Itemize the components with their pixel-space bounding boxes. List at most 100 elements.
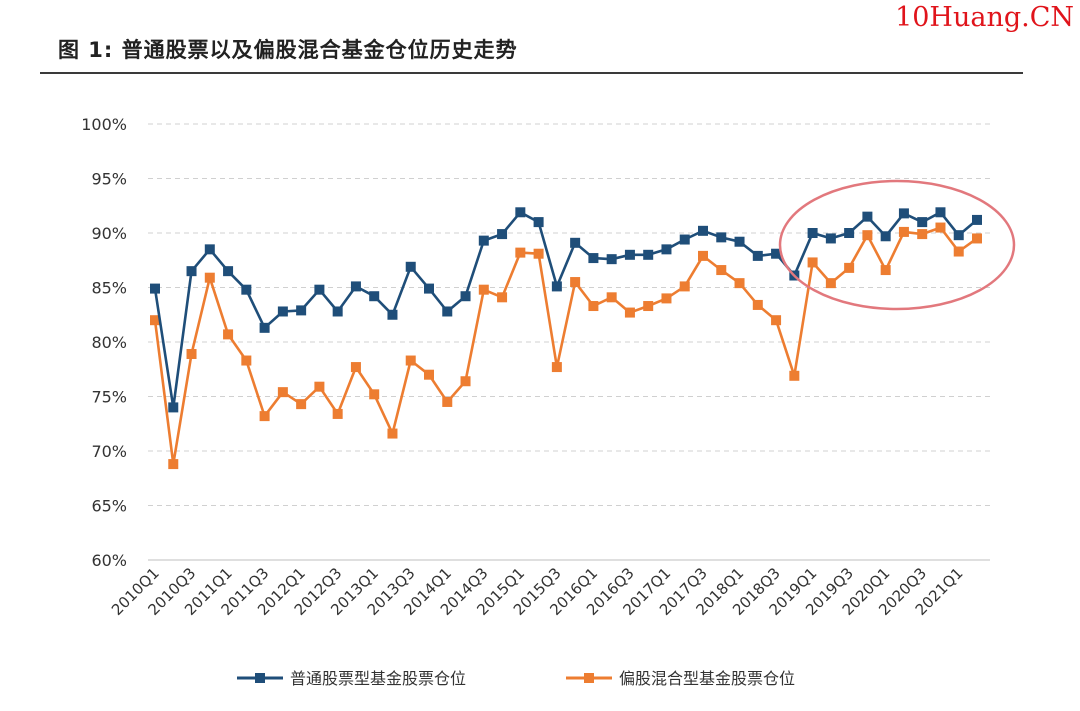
data-point-mixed [168,459,179,470]
watermark: 10Huang.CN [895,2,1074,33]
y-tick-label: 60% [91,551,127,570]
data-point-mixed [771,315,782,326]
data-point-stock [515,207,526,218]
series-line-mixed [153,226,978,466]
series-line-stock [153,211,978,409]
y-tick-label: 65% [91,497,127,516]
data-point-mixed [241,355,252,366]
y-tick-label: 70% [91,442,127,461]
data-point-mixed [807,257,818,268]
data-point-stock [624,249,635,260]
data-point-stock [168,402,179,413]
data-point-mixed [844,262,855,273]
data-point-mixed [716,265,727,276]
y-tick-label: 100% [81,115,127,134]
data-point-mixed [424,369,434,380]
data-point-mixed [880,265,891,276]
data-point-mixed [917,229,928,240]
legend-marker-mixed [584,673,594,683]
data-point-stock [771,248,782,259]
data-point-mixed [460,376,471,387]
data-point-mixed [661,293,672,304]
legend-label-stock: 普通股票型基金股票仓位 [290,669,466,688]
data-point-stock [259,322,270,333]
data-point-mixed [643,301,654,312]
highlight-ellipse [778,179,1016,311]
data-point-stock [752,250,763,261]
data-point-stock [972,214,982,225]
data-point-stock [350,281,361,292]
data-point-stock [533,217,544,228]
data-point-stock [661,244,672,255]
data-point-mixed [588,301,599,312]
data-point-mixed [296,399,307,410]
data-point-mixed [259,411,270,422]
data-point-stock [369,291,380,302]
data-point-stock [570,237,581,248]
data-point-stock [387,309,398,320]
data-point-mixed [277,387,288,398]
data-point-stock [296,305,307,316]
data-point-mixed [679,281,690,292]
data-point-stock [953,230,964,241]
data-point-mixed [734,278,745,289]
y-tick-label: 95% [91,170,127,189]
data-point-stock [277,306,288,317]
data-point-mixed [442,396,453,407]
y-tick-label: 85% [91,279,127,298]
data-point-mixed [698,250,708,261]
data-point-mixed [150,315,160,326]
data-point-mixed [478,284,489,295]
data-point-mixed [533,248,544,259]
data-point-stock [898,208,909,219]
data-point-mixed [789,370,800,381]
data-point-stock [588,253,599,264]
data-point-stock [935,207,946,218]
data-point-mixed [314,381,325,392]
data-point-mixed [186,348,197,359]
data-point-mixed [405,355,416,366]
data-point-mixed [953,246,964,257]
data-point-stock [734,236,745,247]
data-point-mixed [332,408,343,419]
data-point-mixed [624,307,635,318]
data-point-stock [679,234,690,245]
data-point-stock [716,232,727,243]
data-point-mixed [606,292,617,303]
data-point-mixed [515,247,526,258]
data-point-stock [497,229,508,240]
data-point-mixed [972,233,982,244]
data-point-stock [223,266,234,277]
data-point-mixed [825,278,836,289]
data-point-stock [606,254,617,265]
data-point-stock [862,211,873,222]
data-point-stock [643,249,654,260]
data-point-stock [241,284,252,295]
data-point-stock [917,217,928,228]
figure-title: 图 1: 普通股票以及偏股混合基金仓位历史走势 [58,38,518,62]
data-point-mixed [898,226,909,237]
data-point-stock [204,244,215,255]
data-point-stock [332,306,343,317]
legend-marker-stock [255,673,265,683]
data-point-stock [405,261,416,272]
title-divider [40,72,1023,74]
data-point-stock [314,284,325,295]
data-point-stock [442,306,453,317]
data-point-stock [807,228,818,238]
data-point-stock [825,233,836,244]
data-point-mixed [752,299,763,310]
y-tick-label: 90% [91,224,127,243]
data-point-mixed [862,230,873,241]
data-point-stock [424,283,434,294]
data-point-stock [880,231,891,242]
data-point-mixed [350,362,361,373]
data-point-mixed [935,222,946,233]
legend-label-mixed: 偏股混合型基金股票仓位 [619,669,795,688]
data-point-stock [150,283,160,294]
data-point-mixed [551,362,562,373]
data-point-stock [844,228,855,238]
data-point-mixed [387,428,398,439]
data-point-mixed [204,272,215,283]
